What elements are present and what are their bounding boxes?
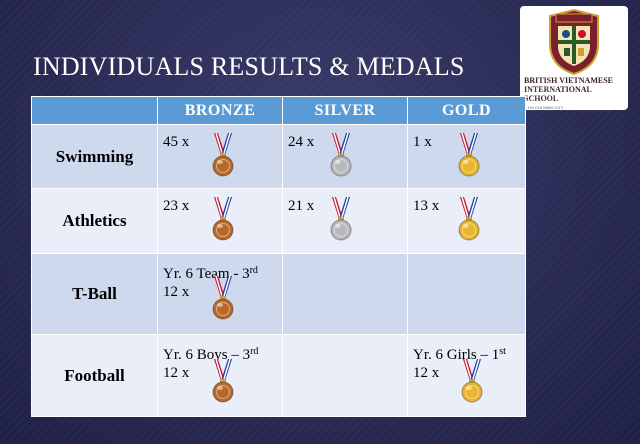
header-gold: GOLD <box>407 96 526 125</box>
result-placement: Yr. 6 Team - 3 <box>163 266 250 282</box>
table-header-row: BRONZE SILVER GOLD <box>31 96 526 125</box>
result-cell-gold: 13 x <box>407 188 526 254</box>
result-cell-bronze: Yr. 6 Boys – 3rd 12 x <box>157 334 283 417</box>
result-count: 23 x <box>163 198 190 214</box>
sport-label: Football <box>31 334 158 417</box>
result-count: 12 x <box>413 365 440 381</box>
placement-suffix: rd <box>250 346 259 357</box>
sport-label: Athletics <box>31 188 158 254</box>
result-cell-silver: 21 x <box>282 188 408 254</box>
school-name-reflection: BRITISH VIETNAMESE INTERNATIONAL SCHOOL <box>524 85 613 112</box>
header-bronze: BRONZE <box>157 96 283 125</box>
school-name: BRITISH VIETNAMESE INTERNATIONAL SCHOOL <box>524 76 613 103</box>
results-table: BRONZE SILVER GOLD Swimming 45 x 24 x 1 … <box>31 96 526 417</box>
result-cell-bronze: Yr. 6 Team - 3rd 12 x <box>157 253 283 335</box>
table-row-swimming: Swimming 45 x 24 x 1 x <box>31 124 526 189</box>
slide-title: INDIVIDUALS RESULTS & MEDALS <box>33 52 465 81</box>
sport-label: T-Ball <box>31 253 158 335</box>
result-cell-bronze: 23 x <box>157 188 283 254</box>
bronze-medal-icon <box>211 132 235 177</box>
silver-medal-icon <box>329 132 353 177</box>
result-count: 1 x <box>413 134 432 150</box>
header-empty <box>31 96 158 125</box>
table-row-tball: T-Ball Yr. 6 Team - 3rd 12 x <box>31 253 526 335</box>
bronze-medal-icon <box>211 275 235 320</box>
bronze-medal-icon <box>211 358 235 403</box>
result-cell-silver-empty <box>282 253 408 335</box>
result-placement: Yr. 6 Boys – 3 <box>163 347 251 363</box>
placement-suffix: rd <box>249 265 258 276</box>
school-logo: BRITISH VIETNAMESE INTERNATIONAL SCHOOL … <box>520 6 628 110</box>
bronze-medal-icon <box>211 196 235 241</box>
gold-medal-icon <box>457 132 481 177</box>
result-placement: Yr. 6 Girls – 1 <box>413 347 500 363</box>
table-row-football: Football Yr. 6 Boys – 3rd 12 x Yr. 6 Gir… <box>31 334 526 417</box>
result-count: 13 x <box>413 198 440 214</box>
result-cell-gold: Yr. 6 Girls – 1st 12 x <box>407 334 526 417</box>
result-cell-gold-empty <box>407 253 526 335</box>
school-crest-icon <box>549 8 599 76</box>
result-cell-silver-empty <box>282 334 408 417</box>
header-silver: SILVER <box>282 96 408 125</box>
gold-medal-icon <box>457 196 481 241</box>
result-count: 45 x <box>163 134 190 150</box>
result-count: 12 x <box>163 284 190 300</box>
gold-medal-icon <box>460 358 484 403</box>
table-row-athletics: Athletics 23 x 21 x 13 x <box>31 188 526 254</box>
silver-medal-icon <box>329 196 353 241</box>
placement-suffix: st <box>499 346 506 357</box>
sport-label: Swimming <box>31 124 158 189</box>
school-city: HO CHI MINH CITY <box>528 105 564 110</box>
result-cell-bronze: 45 x <box>157 124 283 189</box>
result-count: 21 x <box>288 198 315 214</box>
result-cell-gold: 1 x <box>407 124 526 189</box>
result-count: 24 x <box>288 134 315 150</box>
result-count: 12 x <box>163 365 190 381</box>
result-cell-silver: 24 x <box>282 124 408 189</box>
